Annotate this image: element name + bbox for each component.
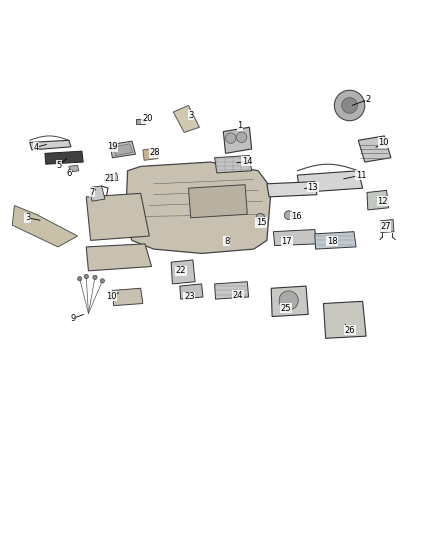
Polygon shape (188, 184, 247, 218)
Polygon shape (226, 133, 236, 143)
Text: 3: 3 (188, 110, 194, 119)
Polygon shape (100, 279, 105, 283)
Polygon shape (173, 106, 199, 133)
Text: 1: 1 (237, 122, 243, 131)
Polygon shape (30, 140, 71, 150)
Polygon shape (143, 148, 158, 160)
Text: 22: 22 (176, 266, 187, 276)
Text: 5: 5 (56, 160, 61, 169)
Text: 14: 14 (242, 157, 253, 166)
Text: 16: 16 (291, 212, 302, 221)
Text: 7: 7 (89, 188, 95, 197)
Polygon shape (215, 156, 252, 173)
Polygon shape (171, 260, 195, 284)
Polygon shape (86, 244, 152, 271)
Polygon shape (284, 211, 293, 220)
Polygon shape (110, 141, 135, 158)
Polygon shape (279, 291, 298, 310)
Polygon shape (113, 288, 143, 305)
Text: 4: 4 (34, 143, 39, 152)
Text: 11: 11 (356, 171, 366, 180)
Polygon shape (380, 220, 394, 232)
Polygon shape (114, 144, 133, 156)
Text: 6: 6 (66, 169, 71, 179)
Polygon shape (84, 274, 88, 279)
Text: 8: 8 (224, 237, 230, 246)
Polygon shape (223, 127, 252, 154)
Polygon shape (297, 171, 363, 192)
Polygon shape (256, 213, 265, 222)
Text: 12: 12 (378, 197, 388, 206)
Polygon shape (342, 98, 357, 114)
Polygon shape (78, 277, 82, 281)
Polygon shape (315, 232, 356, 249)
Text: 2: 2 (366, 95, 371, 104)
Polygon shape (267, 182, 317, 197)
Text: 15: 15 (256, 218, 266, 227)
Polygon shape (93, 275, 97, 279)
Polygon shape (334, 90, 365, 120)
Text: 28: 28 (149, 148, 160, 157)
Polygon shape (237, 132, 247, 142)
Text: 18: 18 (327, 237, 337, 246)
Polygon shape (273, 230, 317, 246)
Polygon shape (215, 282, 249, 299)
Text: 19: 19 (107, 142, 118, 151)
Polygon shape (180, 284, 203, 299)
Text: 25: 25 (281, 304, 291, 313)
Text: 23: 23 (184, 293, 195, 302)
Text: 27: 27 (380, 222, 391, 231)
Text: 21: 21 (104, 174, 115, 183)
Polygon shape (45, 151, 83, 164)
Polygon shape (125, 162, 271, 254)
Polygon shape (271, 286, 308, 317)
Polygon shape (104, 173, 118, 182)
Text: 20: 20 (142, 114, 152, 123)
Text: 17: 17 (282, 237, 292, 246)
Polygon shape (323, 301, 366, 338)
Polygon shape (12, 206, 78, 247)
Polygon shape (69, 165, 79, 172)
FancyBboxPatch shape (136, 118, 145, 124)
Text: 10: 10 (378, 138, 389, 147)
Text: 24: 24 (233, 291, 243, 300)
Polygon shape (86, 193, 149, 240)
Text: 9: 9 (71, 314, 76, 323)
Text: 13: 13 (307, 183, 318, 192)
Text: 3: 3 (25, 213, 30, 222)
Polygon shape (367, 190, 389, 210)
Polygon shape (358, 136, 391, 162)
Text: 10: 10 (106, 292, 117, 301)
Polygon shape (91, 186, 105, 201)
Text: 26: 26 (344, 326, 355, 335)
